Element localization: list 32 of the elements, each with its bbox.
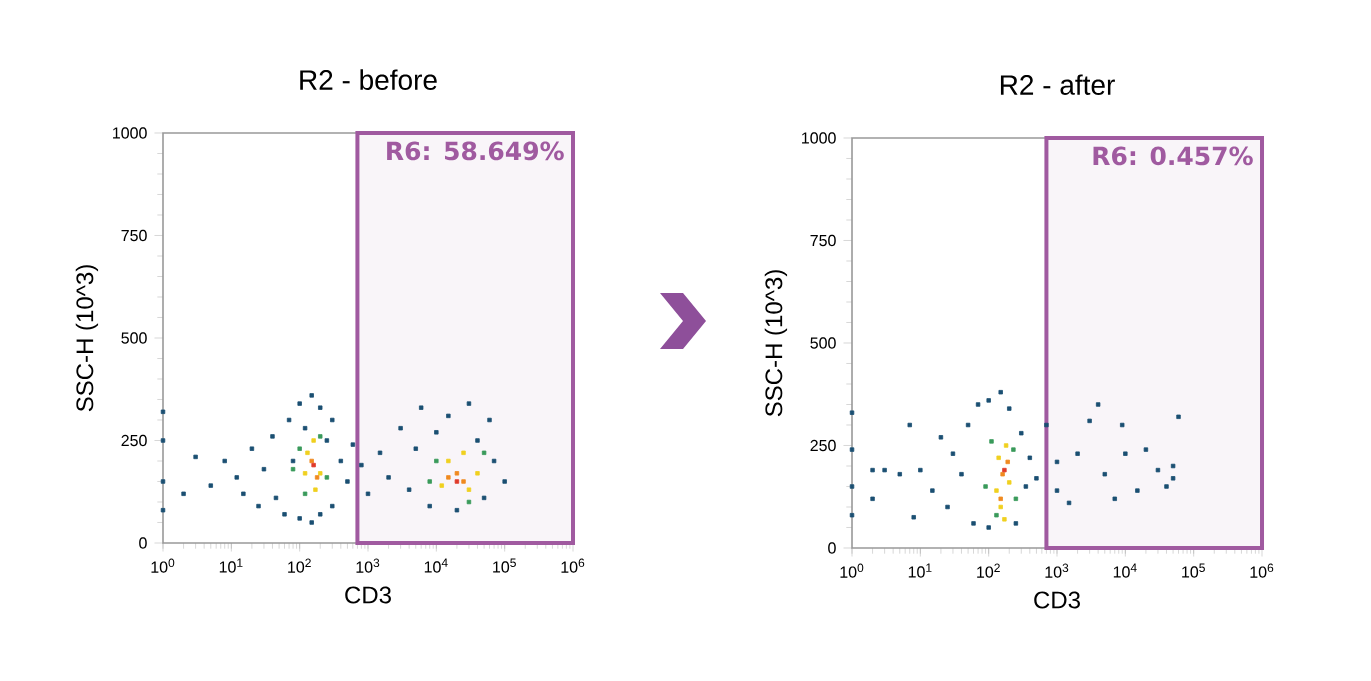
x-tick-label: 10$^{4}$ [1113,563,1137,578]
x-tick-label: 10$^{2}$ [977,563,1000,578]
y-tick-label: 0 [828,542,836,554]
band-label: R6: 0.457% [1093,146,1253,166]
x-tick-label: 10$^{0}$ [151,558,175,573]
x-tick-label: 10$^{1}$ [219,558,243,573]
x-tick-label: 10$^{4}$ [424,558,448,573]
x-tick-label: 10$^{6}$ [1250,563,1274,578]
y-tick-label: 0 [139,537,147,549]
y-tick-label: 1000 [113,127,147,139]
y-axis-title: SSC-H (10^3) [764,270,788,417]
x-tick-label: 10$^{1}$ [908,563,932,578]
chart-title: R2 - before [300,69,437,90]
y-tick-label: 250 [810,439,836,452]
x-tick-label: 10$^{3}$ [1045,563,1069,578]
x-tick-label: 10$^{0}$ [840,563,864,578]
x-tick-label: 10$^{6}$ [561,558,585,573]
x-tick-label: 10$^{3}$ [356,558,380,573]
x-axis-title: CD3 [345,586,391,604]
y-tick-label: 1000 [802,132,836,144]
y-tick-label: 750 [121,229,147,242]
y-tick-label: 500 [121,332,147,344]
x-axis-title: CD3 [1034,591,1080,609]
x-tick-label: 10$^{2}$ [288,558,311,573]
band-label: R6: 58.649% [387,141,564,161]
y-tick-label: 750 [810,234,836,247]
y-tick-label: 500 [810,337,836,349]
y-axis-title: SSC-H (10^3) [75,265,99,412]
chart-title: R2 - after [1000,74,1115,95]
x-tick-label: 10$^{5}$ [493,558,516,573]
y-tick-label: 250 [121,434,147,447]
x-tick-label: 10$^{5}$ [1182,563,1205,578]
